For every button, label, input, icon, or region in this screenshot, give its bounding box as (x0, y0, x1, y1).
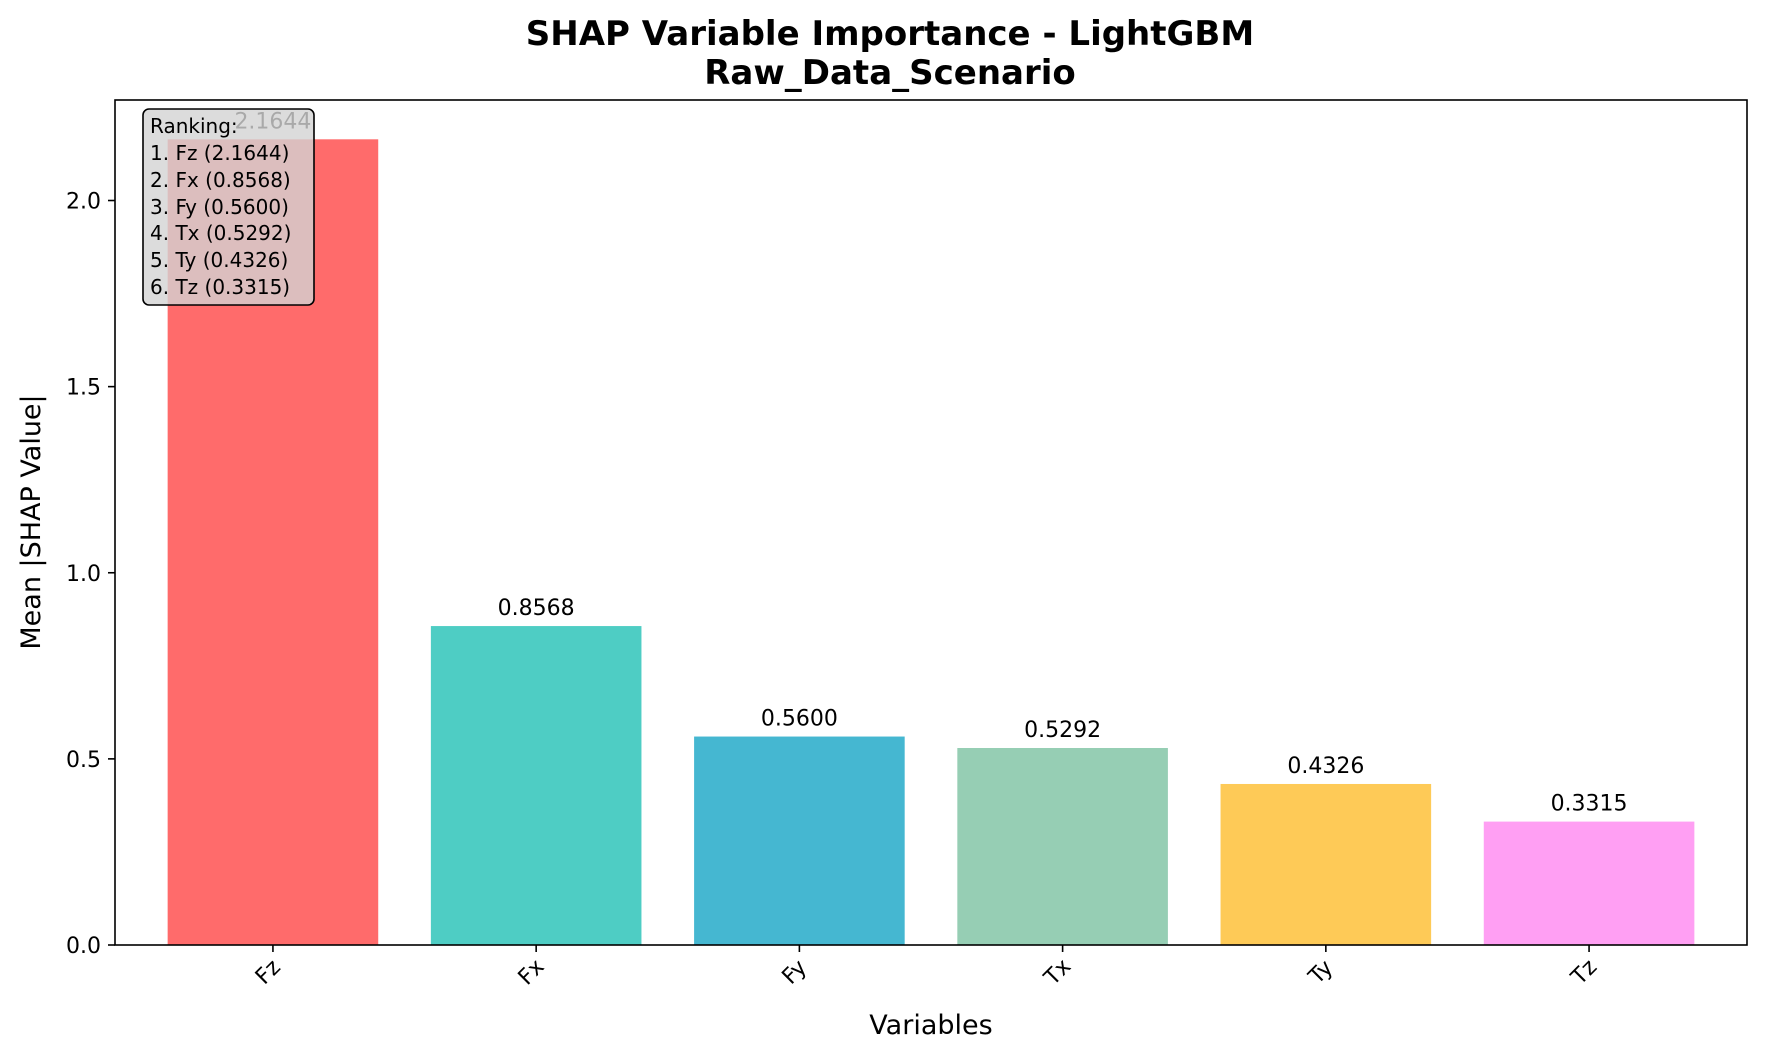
ranking-line: 3. Fy (0.5600) (150, 195, 289, 219)
chart-subtitle: Raw_Data_Scenario (704, 53, 1076, 93)
x-tick-label: Tx (1039, 954, 1076, 991)
y-axis-label: Mean |SHAP Value| (16, 394, 47, 649)
y-tick-label: 2.0 (66, 190, 101, 215)
x-tick-label: Fx (514, 954, 550, 990)
bar-value-label: 0.8568 (498, 596, 575, 621)
chart-title: SHAP Variable Importance - LightGBM (526, 14, 1254, 54)
ranking-annotation: Ranking: 1. Fz (2.1644) 2. Fx (0.8568) 3… (142, 108, 315, 306)
ranking-line: 1. Fz (2.1644) (150, 141, 289, 165)
ranking-box-background (142, 108, 315, 306)
x-tick-label: Fz (251, 955, 286, 990)
ranking-line: 6. Tz (0.3315) (150, 275, 290, 299)
ranking-title: Ranking: (150, 114, 238, 138)
bar-value-label: 0.3315 (1551, 792, 1628, 817)
x-tick-label: Ty (1304, 955, 1339, 990)
y-tick-label: 0.0 (66, 934, 101, 959)
ranking-line: 4. Tx (0.5292) (150, 221, 291, 245)
x-tick-label: Tz (1566, 955, 1602, 991)
bar-fy (694, 736, 905, 945)
y-tick-label: 1.0 (66, 562, 101, 587)
bar-fx (430, 626, 642, 945)
bar-value-label: 0.5292 (1024, 718, 1101, 743)
bar-tx (957, 748, 1168, 945)
bar-tz (1483, 821, 1695, 945)
y-tick-label: 1.5 (66, 376, 101, 401)
x-axis-label: Variables (869, 1010, 992, 1041)
bar-value-label: 0.5600 (761, 707, 838, 732)
bar-ty (1220, 783, 1432, 945)
bar-value-label: 0.4326 (1287, 754, 1364, 779)
ranking-line: 2. Fx (0.8568) (150, 168, 291, 192)
plot-frame (114, 99, 1748, 946)
ranking-line: 5. Ty (0.4326) (150, 248, 288, 272)
y-tick-label: 0.5 (66, 748, 101, 773)
x-tick-label: Fy (778, 955, 812, 989)
